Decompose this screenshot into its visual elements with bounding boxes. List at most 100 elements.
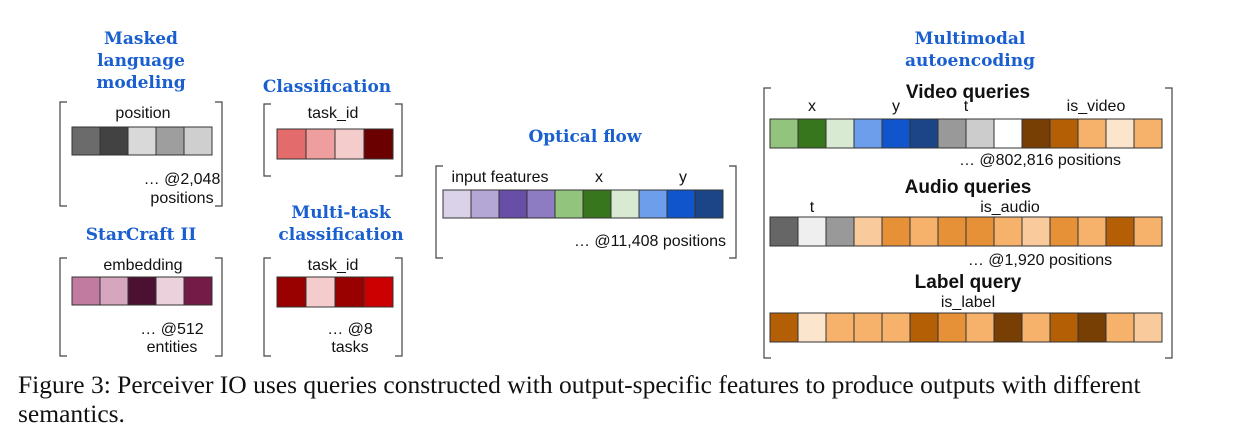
multimodal-bracket	[763, 87, 1173, 359]
mlm-bracket	[59, 101, 223, 207]
video-cell	[853, 118, 883, 149]
label-cell	[769, 312, 799, 343]
video-feature-label: t	[964, 98, 969, 115]
mtc-cell	[305, 276, 336, 308]
mlm-cell	[183, 126, 213, 156]
video-cells	[769, 118, 1163, 149]
label-cell	[1049, 312, 1079, 343]
mtc-cell	[363, 276, 394, 308]
mlm-feature-label: position	[115, 105, 170, 122]
video-cell	[1133, 118, 1163, 149]
cls-cell	[363, 128, 394, 160]
figure-caption: Figure 3: Perceiver IO uses queries cons…	[18, 370, 1141, 428]
audio-cell	[937, 216, 967, 247]
sc2-cells	[71, 276, 213, 306]
flow-title: Optical flow	[528, 127, 641, 147]
label-cells	[769, 312, 1163, 343]
label-cell	[965, 312, 995, 343]
mtc-cells	[276, 276, 394, 308]
video-feature-label: y	[892, 98, 900, 115]
cls-cell	[276, 128, 307, 160]
sc2-cell	[99, 276, 129, 306]
label-cell	[853, 312, 883, 343]
audio-cells	[769, 216, 1163, 247]
video-cell	[1021, 118, 1051, 149]
sc2-title: StarCraft II	[86, 225, 197, 245]
mlm-title: Masked	[104, 29, 178, 49]
audio-feature-label: t	[810, 199, 815, 216]
sc2-cell	[71, 276, 101, 306]
video-cell	[881, 118, 911, 149]
mtc-bracket	[263, 257, 403, 357]
flow-cell	[498, 189, 528, 219]
label-cell	[1133, 312, 1163, 343]
flow-feature-label: x	[595, 169, 603, 186]
audio-cell	[825, 216, 855, 247]
flow-cell	[582, 189, 612, 219]
sc2-feature-label: embedding	[103, 257, 182, 274]
flow-cell	[610, 189, 640, 219]
mlm-count: positions	[150, 190, 213, 207]
video-cell	[1049, 118, 1079, 149]
video-queries-header: Video queries	[906, 82, 1030, 103]
mlm-cell	[99, 126, 129, 156]
cls-title: Classification	[263, 77, 391, 97]
cls-bracket	[263, 103, 403, 177]
mlm-cells	[71, 126, 213, 156]
multimodal-title: autoencoding	[905, 51, 1035, 71]
mlm-cell	[155, 126, 185, 156]
label-cell	[993, 312, 1023, 343]
flow-cell	[470, 189, 500, 219]
mtc-feature-label: task_id	[308, 257, 359, 274]
sc2-bracket	[59, 257, 223, 357]
label-cell	[1105, 312, 1135, 343]
sc2-count: … @512	[140, 321, 203, 338]
video-feature-label: is_video	[1067, 98, 1126, 115]
flow-feature-label: y	[679, 169, 687, 186]
video-cell	[909, 118, 939, 149]
flow-cell	[442, 189, 472, 219]
cls-feature-label: task_id	[308, 105, 359, 122]
audio-queries-header: Audio queries	[905, 177, 1032, 198]
cls-cell	[305, 128, 336, 160]
flow-cell	[554, 189, 584, 219]
label-cell	[881, 312, 911, 343]
video-count: … @802,816 positions	[959, 152, 1121, 169]
label-cell	[937, 312, 967, 343]
mtc-cell	[276, 276, 307, 308]
label-cell	[797, 312, 827, 343]
flow-bracket	[435, 165, 737, 259]
mtc-title: Multi-task	[291, 203, 391, 223]
video-cell	[769, 118, 799, 149]
label-cell	[825, 312, 855, 343]
audio-cell	[1049, 216, 1079, 247]
video-cell	[965, 118, 995, 149]
video-cell	[825, 118, 855, 149]
mtc-count: … @8	[327, 321, 373, 338]
video-cell	[797, 118, 827, 149]
audio-cell	[1133, 216, 1163, 247]
video-cell	[1077, 118, 1107, 149]
cls-cells	[276, 128, 394, 160]
audio-feature-label: is_audio	[980, 199, 1040, 216]
label-feature-label: is_label	[941, 294, 995, 311]
label-cell	[1021, 312, 1051, 343]
flow-cell	[638, 189, 668, 219]
flow-cell	[694, 189, 724, 219]
flow-cell	[526, 189, 556, 219]
audio-cell	[797, 216, 827, 247]
video-feature-label: x	[808, 98, 816, 115]
audio-cell	[1077, 216, 1107, 247]
video-cell	[993, 118, 1023, 149]
label-cell	[909, 312, 939, 343]
mtc-title: classification	[278, 225, 403, 245]
mlm-title: language	[97, 51, 185, 71]
audio-cell	[965, 216, 995, 247]
mlm-cell	[127, 126, 157, 156]
sc2-cell	[127, 276, 157, 306]
mlm-cell	[71, 126, 101, 156]
mlm-count: … @2,048	[144, 171, 221, 188]
mlm-title: modeling	[96, 73, 185, 93]
audio-cell	[881, 216, 911, 247]
